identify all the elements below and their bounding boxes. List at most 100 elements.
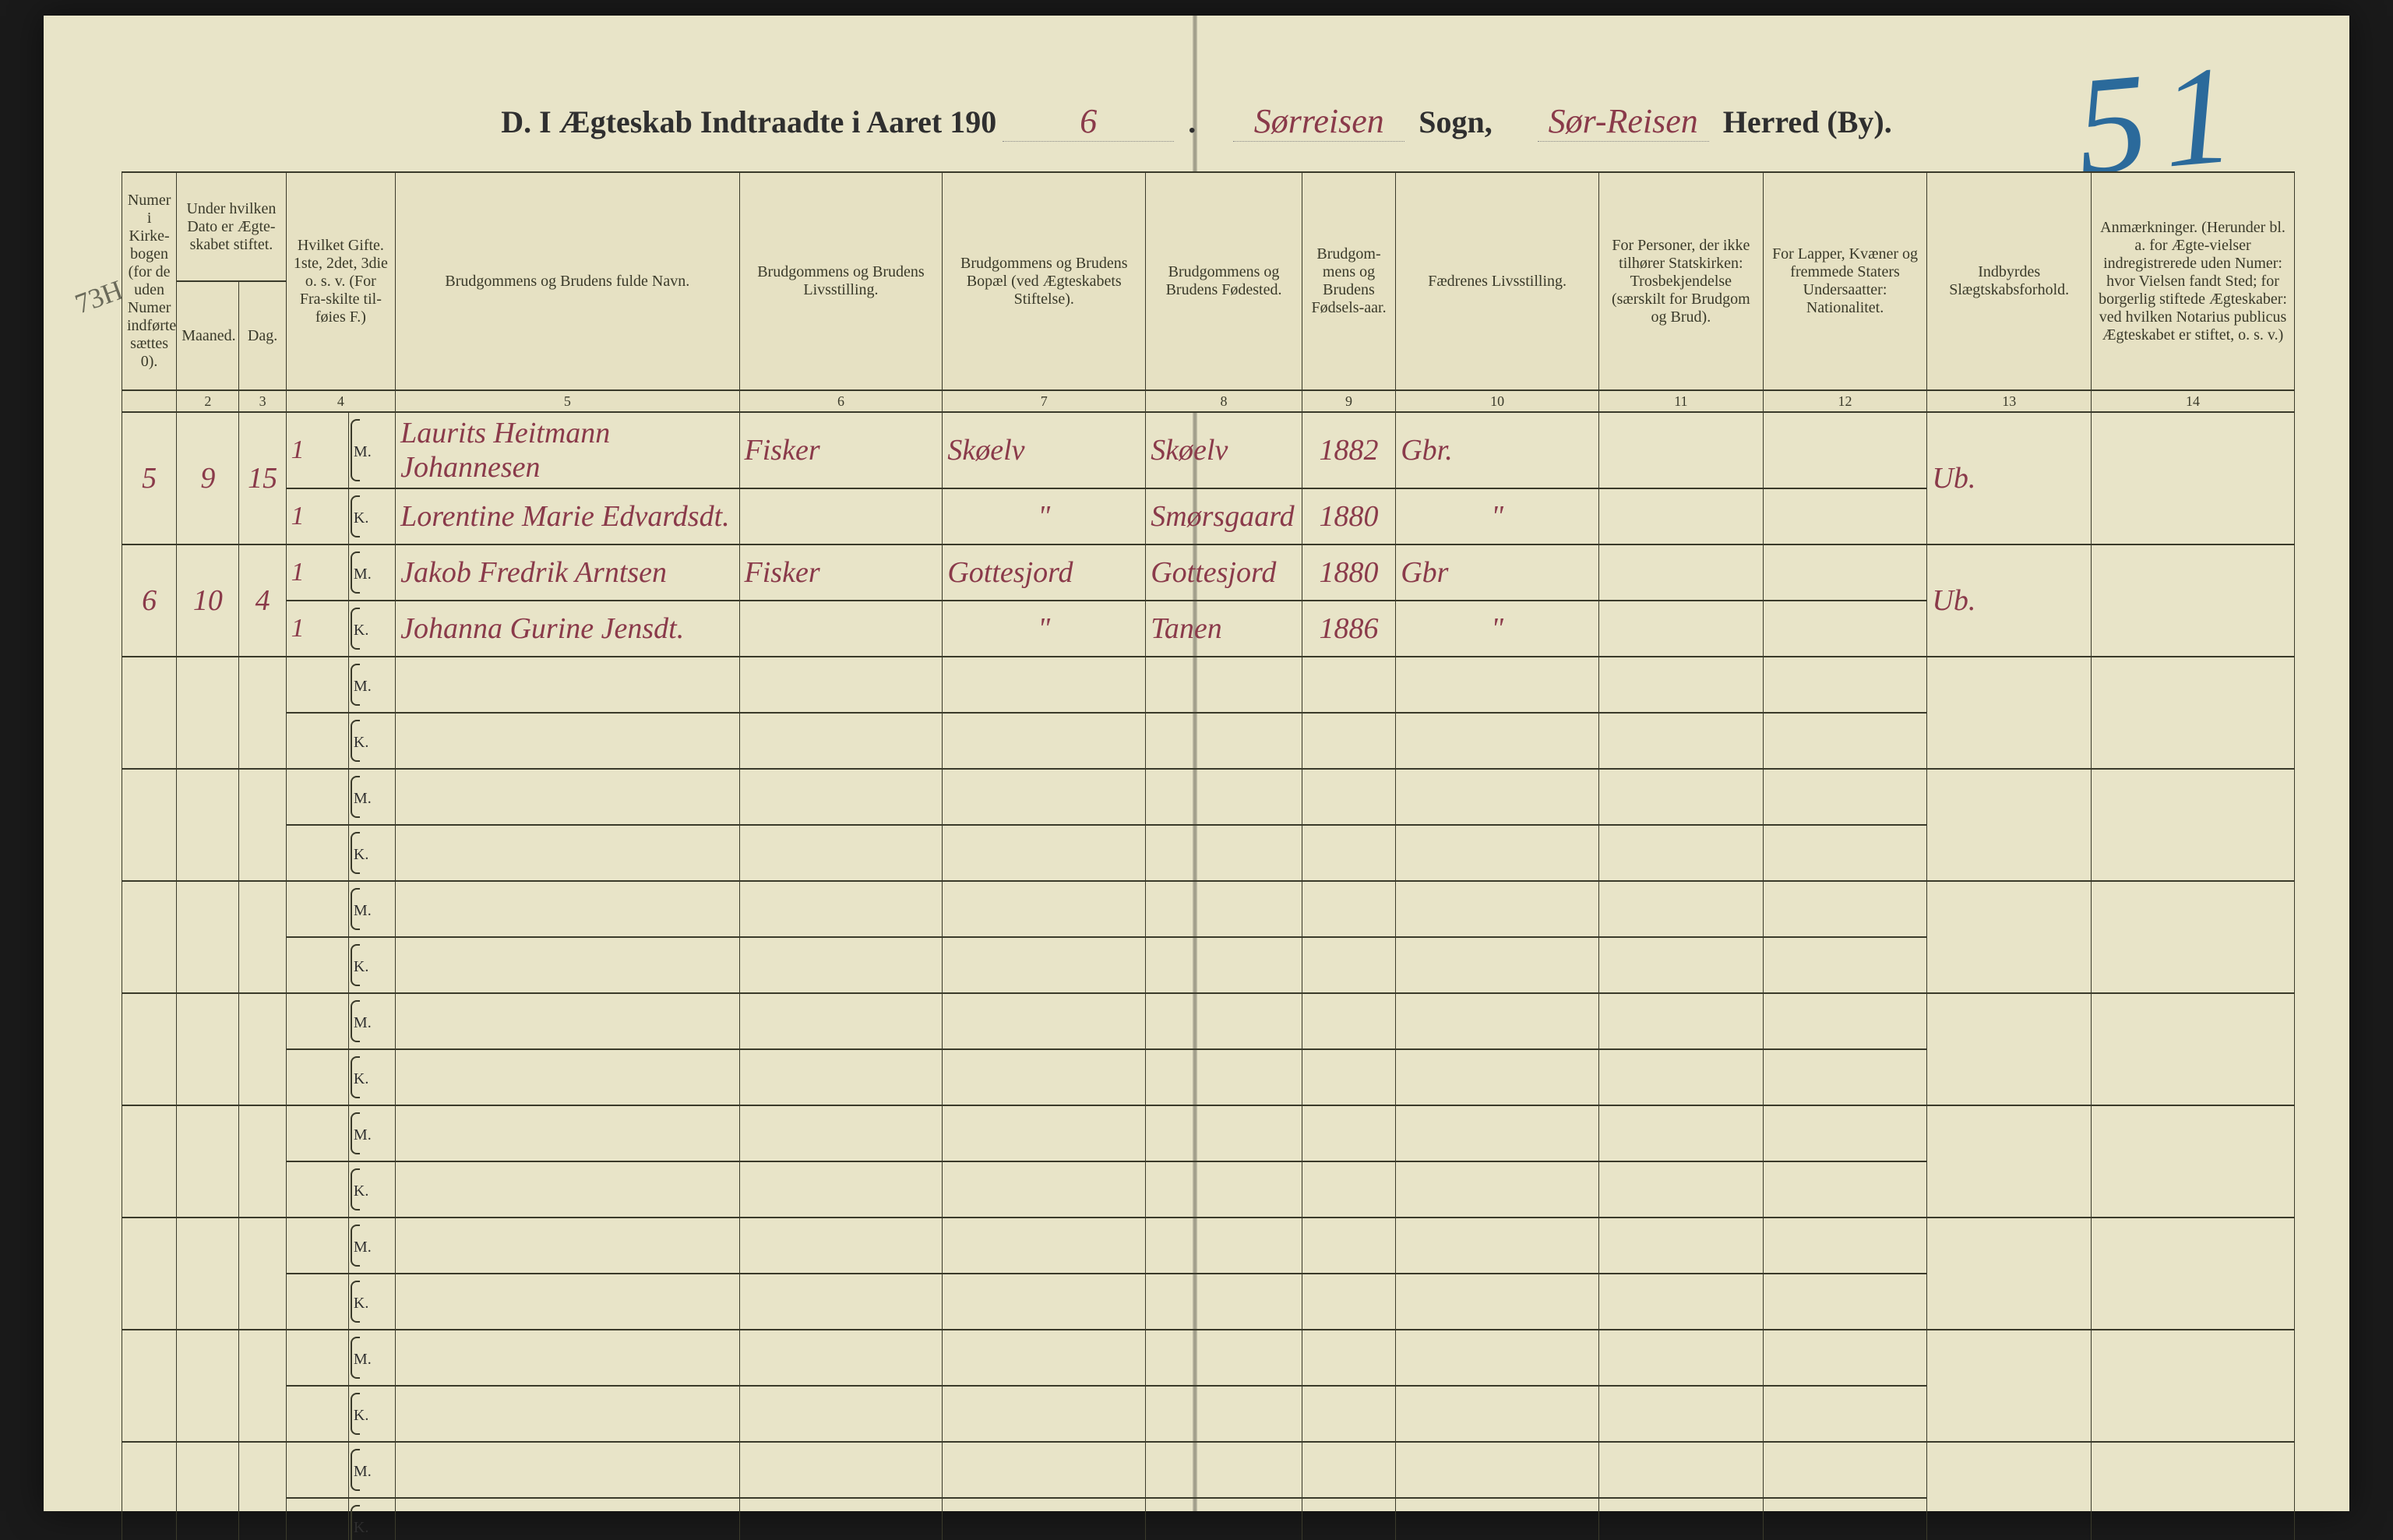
bride-faith	[1599, 1161, 1764, 1218]
groom-nationality	[1763, 657, 1927, 713]
title-herred-value: Sør-Reisen	[1538, 101, 1709, 142]
groom-occupation	[739, 1218, 943, 1274]
entry-row-groom: M.	[122, 881, 2295, 937]
groom-father-occ: Gbr	[1396, 544, 1599, 601]
bride-faith	[1599, 488, 1764, 544]
bride-name	[396, 1161, 739, 1218]
entry-day: 15	[239, 412, 286, 544]
entry-remarks	[2092, 544, 2295, 657]
bride-birthyear	[1302, 1049, 1395, 1105]
groom-occupation	[739, 881, 943, 937]
bride-occupation	[739, 488, 943, 544]
groom-occupation	[739, 1105, 943, 1161]
register-sheet: Numer i Kirke-bogen (for de uden Numer i…	[122, 171, 2295, 1457]
groom-name	[396, 881, 739, 937]
title-herred-label: Herred (By).	[1723, 104, 1892, 139]
sex-label-m: M.	[348, 544, 395, 601]
entry-num	[122, 881, 177, 993]
col-header-birthyear: Brudgom-mens og Brudens Fødsels-aar.	[1302, 172, 1395, 390]
entry-row-groom: M.	[122, 1442, 2295, 1498]
entry-row-groom: M.	[122, 657, 2295, 713]
groom-nationality	[1763, 1330, 1927, 1386]
groom-birthplace: Skøelv	[1146, 412, 1302, 488]
entry-gifte-bride	[286, 1386, 348, 1442]
bride-residence	[943, 1049, 1146, 1105]
entry-day	[239, 769, 286, 881]
sex-label-k: K.	[348, 488, 395, 544]
bride-birthplace	[1146, 825, 1302, 881]
bride-nationality	[1763, 1274, 1927, 1330]
bride-birthplace	[1146, 937, 1302, 993]
groom-nationality	[1763, 769, 1927, 825]
bride-nationality	[1763, 488, 1927, 544]
col-subheader-month: Maaned.	[177, 281, 239, 390]
groom-birthplace	[1146, 1105, 1302, 1161]
sex-label-k: K.	[348, 1498, 395, 1540]
groom-occupation	[739, 993, 943, 1049]
bride-nationality	[1763, 825, 1927, 881]
entry-gifte-groom	[286, 1330, 348, 1386]
entry-kinship	[1927, 1442, 2092, 1540]
bride-occupation	[739, 601, 943, 657]
col-header-faith: For Personer, der ikke tilhører Statskir…	[1599, 172, 1764, 390]
col-header-nationality: For Lapper, Kvæner og fremmede Staters U…	[1763, 172, 1927, 390]
col-header-occupation: Brudgommens og Brudens Livsstilling.	[739, 172, 943, 390]
groom-father-occ	[1396, 1105, 1599, 1161]
groom-occupation	[739, 769, 943, 825]
groom-residence	[943, 1218, 1146, 1274]
entry-month	[177, 881, 239, 993]
entry-gifte-groom	[286, 769, 348, 825]
entry-gifte-groom	[286, 993, 348, 1049]
col-header-residence: Brudgommens og Brudens Bopæl (ved Ægtesk…	[943, 172, 1146, 390]
entry-num	[122, 1442, 177, 1540]
bride-occupation	[739, 1498, 943, 1540]
groom-birthyear: 1880	[1302, 544, 1395, 601]
colnum-2: 2	[177, 390, 239, 412]
groom-birthyear	[1302, 881, 1395, 937]
entry-kinship	[1927, 993, 2092, 1105]
bride-name	[396, 825, 739, 881]
entry-gifte-bride	[286, 937, 348, 993]
entry-month	[177, 1218, 239, 1330]
bride-father-occ	[1396, 937, 1599, 993]
bride-residence: "	[943, 488, 1146, 544]
bride-father-occ: "	[1396, 488, 1599, 544]
entry-row-groom: M.	[122, 769, 2295, 825]
groom-nationality	[1763, 544, 1927, 601]
entry-num	[122, 1218, 177, 1330]
bride-name	[396, 713, 739, 769]
title-sogn-label: Sogn,	[1419, 104, 1493, 139]
bride-father-occ	[1396, 1161, 1599, 1218]
sex-label-k: K.	[348, 1161, 395, 1218]
bride-name: Johanna Gurine Jensdt.	[396, 601, 739, 657]
groom-birthplace	[1146, 993, 1302, 1049]
entry-remarks	[2092, 1442, 2295, 1540]
groom-faith	[1599, 544, 1764, 601]
bride-birthplace	[1146, 1161, 1302, 1218]
entry-kinship	[1927, 657, 2092, 769]
colnum-10: 10	[1396, 390, 1599, 412]
groom-nationality	[1763, 412, 1927, 488]
margin-annotation: 73H	[71, 273, 128, 321]
groom-faith	[1599, 881, 1764, 937]
sex-label-m: M.	[348, 881, 395, 937]
bride-nationality	[1763, 1386, 1927, 1442]
groom-birthyear: 1882	[1302, 412, 1395, 488]
entry-day	[239, 1105, 286, 1218]
entry-gifte-groom	[286, 1442, 348, 1498]
bride-name	[396, 1386, 739, 1442]
groom-father-occ	[1396, 769, 1599, 825]
sex-label-m: M.	[348, 657, 395, 713]
bride-faith	[1599, 713, 1764, 769]
groom-birthyear	[1302, 1330, 1395, 1386]
entry-gifte-bride	[286, 1274, 348, 1330]
title-sogn-value: Sørreisen	[1233, 101, 1404, 142]
col-header-name: Brudgommens og Brudens fulde Navn.	[396, 172, 739, 390]
colnum-7: 7	[943, 390, 1146, 412]
groom-nationality	[1763, 1218, 1927, 1274]
groom-birthplace	[1146, 1218, 1302, 1274]
entry-row-groom: 5 9 15 1 M. Laurits Heitmann Johannesen …	[122, 412, 2295, 488]
groom-faith	[1599, 1330, 1764, 1386]
entry-month	[177, 769, 239, 881]
entry-day	[239, 881, 286, 993]
